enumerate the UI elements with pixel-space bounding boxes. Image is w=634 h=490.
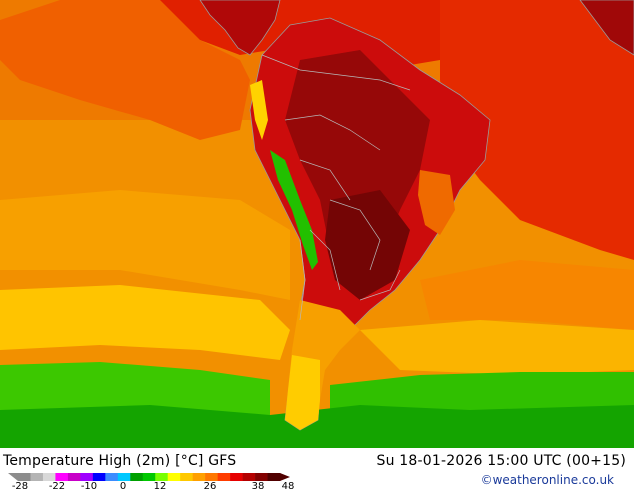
legend-swatch xyxy=(67,473,81,481)
legend-swatch xyxy=(267,473,281,481)
legend-tick-label: 48 xyxy=(282,481,295,490)
ocean-dark-green xyxy=(0,405,634,448)
ocean-atlantic-yellow xyxy=(360,320,634,375)
legend-swatch xyxy=(242,473,256,481)
temperature-map xyxy=(0,0,634,448)
legend-swatch xyxy=(92,473,106,481)
legend-swatch xyxy=(155,473,169,481)
legend-swatch xyxy=(180,473,193,481)
land-africa-corner xyxy=(579,0,634,56)
legend-swatch xyxy=(255,473,268,481)
legend-swatch xyxy=(142,473,156,481)
site-credit[interactable]: ©weatheronline.co.uk xyxy=(480,473,614,487)
country-borders xyxy=(261,54,411,321)
legend-tick-label: -10 xyxy=(81,481,97,490)
legend-tick-label: 0 xyxy=(120,481,126,490)
legend-arrow-right xyxy=(280,473,290,481)
land-central-america xyxy=(199,0,281,56)
legend-tick-label: 12 xyxy=(154,481,167,490)
legend-swatch xyxy=(217,473,231,481)
legend-ticks: -28 -22 -10 0 12 26 38 48 xyxy=(12,481,295,490)
legend-tick-label: 38 xyxy=(252,481,265,490)
legend-swatch xyxy=(30,473,44,481)
legend-swatch xyxy=(130,473,144,481)
land-andes-green xyxy=(270,150,318,270)
ocean-pacific-east-hot xyxy=(0,0,250,140)
legend-swatch xyxy=(80,473,94,481)
legend-tick-label: -22 xyxy=(49,481,65,490)
land-patagonia-south xyxy=(285,355,320,430)
legend-swatch xyxy=(230,473,243,481)
ocean-atlantic-mid xyxy=(420,260,634,330)
legend-tick-label: -28 xyxy=(12,481,28,490)
footer-bar: Temperature High (2m) [°C] GFS Su 18-01-… xyxy=(0,448,634,490)
land-chaco-darkest xyxy=(325,190,410,300)
ocean-yellow-band xyxy=(0,285,290,360)
legend-swatch xyxy=(42,473,56,481)
ocean-mid-band xyxy=(0,190,290,300)
legend-swatches xyxy=(18,473,281,481)
map-title: Temperature High (2m) [°C] GFS xyxy=(3,453,237,469)
legend-swatch xyxy=(105,473,119,481)
legend-tick-label: 26 xyxy=(204,481,217,490)
legend-swatch xyxy=(167,473,181,481)
color-legend: -28 -22 -10 0 12 26 38 48 xyxy=(8,473,295,490)
legend-swatch xyxy=(117,473,131,481)
legend-swatch xyxy=(205,473,218,481)
run-info: Su 18-01-2026 15:00 UTC (00+15) xyxy=(376,453,626,469)
land-brazil-coast-orange xyxy=(418,170,455,235)
legend-swatch xyxy=(55,473,69,481)
land-andes-yellow xyxy=(250,80,268,140)
legend-swatch xyxy=(192,473,206,481)
legend-swatch xyxy=(18,473,31,481)
legend-arrow-left xyxy=(8,473,18,481)
ocean-atlantic-hot xyxy=(440,0,634,260)
